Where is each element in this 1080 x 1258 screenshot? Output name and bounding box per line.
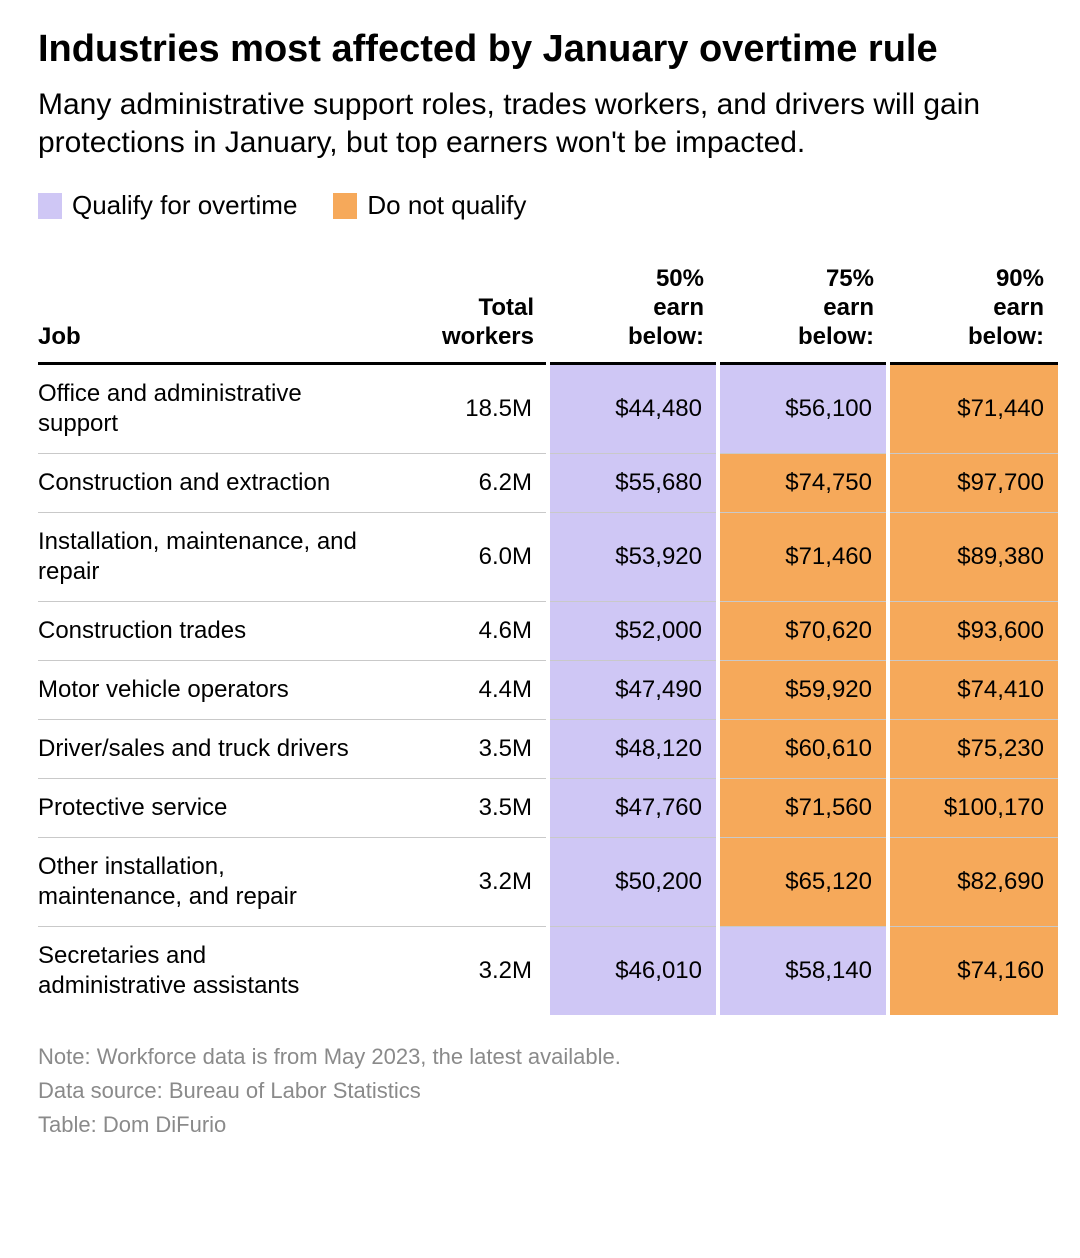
cell-p90: $97,700 — [888, 453, 1058, 512]
cell-p50: $44,480 — [548, 363, 718, 453]
legend-label-qualify: Qualify for overtime — [72, 190, 297, 221]
cell-job: Driver/sales and truck drivers — [38, 719, 378, 778]
legend-item-qualify: Qualify for overtime — [38, 190, 297, 221]
col-header-total: Totalworkers — [378, 257, 548, 363]
table-row: Driver/sales and truck drivers3.5M$48,12… — [38, 719, 1058, 778]
cell-p90: $100,170 — [888, 778, 1058, 837]
cell-p50: $53,920 — [548, 512, 718, 601]
cell-job: Secretaries and administrative assistant… — [38, 926, 378, 1015]
table-row: Construction and extraction6.2M$55,680$7… — [38, 453, 1058, 512]
cell-p50: $50,200 — [548, 837, 718, 926]
cell-p50: $46,010 — [548, 926, 718, 1015]
table-row: Installation, maintenance, and repair6.0… — [38, 512, 1058, 601]
legend-item-noqualify: Do not qualify — [333, 190, 526, 221]
cell-p75: $59,920 — [718, 660, 888, 719]
footnotes: Note: Workforce data is from May 2023, t… — [38, 1041, 1042, 1141]
cell-p90: $71,440 — [888, 363, 1058, 453]
legend-swatch-noqualify — [333, 193, 357, 219]
cell-p75: $58,140 — [718, 926, 888, 1015]
col-header-p90: 90%earnbelow: — [888, 257, 1058, 363]
table-header: Job Totalworkers 50%earnbelow: 75%earnbe… — [38, 257, 1058, 363]
cell-job: Construction and extraction — [38, 453, 378, 512]
table-row: Construction trades4.6M$52,000$70,620$93… — [38, 601, 1058, 660]
cell-total: 3.2M — [378, 837, 548, 926]
table-row: Other installation, maintenance, and rep… — [38, 837, 1058, 926]
data-table: Job Totalworkers 50%earnbelow: 75%earnbe… — [38, 257, 1058, 1014]
cell-p75: $71,560 — [718, 778, 888, 837]
cell-job: Other installation, maintenance, and rep… — [38, 837, 378, 926]
table-body: Office and administrative support18.5M$4… — [38, 363, 1058, 1015]
legend-label-noqualify: Do not qualify — [367, 190, 526, 221]
cell-job: Construction trades — [38, 601, 378, 660]
cell-p50: $47,490 — [548, 660, 718, 719]
cell-job: Installation, maintenance, and repair — [38, 512, 378, 601]
cell-total: 3.5M — [378, 778, 548, 837]
legend-swatch-qualify — [38, 193, 62, 219]
cell-p75: $70,620 — [718, 601, 888, 660]
table-row: Office and administrative support18.5M$4… — [38, 363, 1058, 453]
cell-p90: $74,160 — [888, 926, 1058, 1015]
page-container: Industries most affected by January over… — [0, 0, 1080, 1173]
cell-p75: $56,100 — [718, 363, 888, 453]
cell-p75: $60,610 — [718, 719, 888, 778]
col-header-p75: 75%earnbelow: — [718, 257, 888, 363]
footnote-note: Note: Workforce data is from May 2023, t… — [38, 1041, 1042, 1073]
col-header-job: Job — [38, 257, 378, 363]
chart-title: Industries most affected by January over… — [38, 28, 1042, 72]
cell-p50: $48,120 — [548, 719, 718, 778]
cell-p90: $82,690 — [888, 837, 1058, 926]
chart-subtitle: Many administrative support roles, trade… — [38, 86, 1042, 163]
footnote-credit: Table: Dom DiFurio — [38, 1109, 1042, 1141]
cell-p90: $75,230 — [888, 719, 1058, 778]
cell-job: Motor vehicle operators — [38, 660, 378, 719]
table-row: Motor vehicle operators4.4M$47,490$59,92… — [38, 660, 1058, 719]
legend: Qualify for overtime Do not qualify — [38, 190, 1042, 221]
cell-p90: $74,410 — [888, 660, 1058, 719]
cell-total: 6.2M — [378, 453, 548, 512]
footnote-source: Data source: Bureau of Labor Statistics — [38, 1075, 1042, 1107]
cell-p75: $71,460 — [718, 512, 888, 601]
cell-p50: $47,760 — [548, 778, 718, 837]
cell-p50: $55,680 — [548, 453, 718, 512]
cell-total: 4.6M — [378, 601, 548, 660]
cell-p90: $93,600 — [888, 601, 1058, 660]
cell-job: Protective service — [38, 778, 378, 837]
cell-p90: $89,380 — [888, 512, 1058, 601]
cell-p75: $65,120 — [718, 837, 888, 926]
cell-total: 4.4M — [378, 660, 548, 719]
table-row: Secretaries and administrative assistant… — [38, 926, 1058, 1015]
cell-total: 3.2M — [378, 926, 548, 1015]
cell-total: 18.5M — [378, 363, 548, 453]
cell-job: Office and administrative support — [38, 363, 378, 453]
cell-total: 3.5M — [378, 719, 548, 778]
table-row: Protective service3.5M$47,760$71,560$100… — [38, 778, 1058, 837]
col-header-p50: 50%earnbelow: — [548, 257, 718, 363]
cell-total: 6.0M — [378, 512, 548, 601]
cell-p75: $74,750 — [718, 453, 888, 512]
cell-p50: $52,000 — [548, 601, 718, 660]
